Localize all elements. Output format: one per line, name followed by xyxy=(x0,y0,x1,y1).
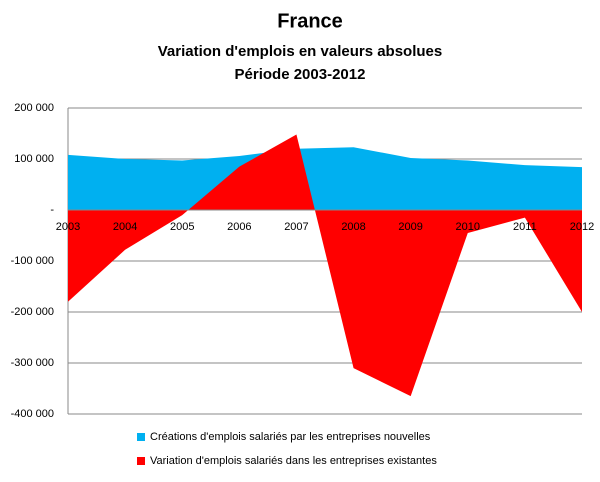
x-tick-label: 2003 xyxy=(56,221,80,233)
y-tick-label: -400 000 xyxy=(11,408,54,420)
legend-label: Créations d'emplois salariés par les ent… xyxy=(150,431,431,443)
x-tick-label: 2004 xyxy=(113,221,137,233)
chart-title: France xyxy=(277,10,343,32)
y-tick-label: -300 000 xyxy=(11,357,54,369)
x-tick-label: 2009 xyxy=(398,221,422,233)
y-tick-label: -200 000 xyxy=(11,306,54,318)
legend-label: Variation d'emplois salariés dans les en… xyxy=(150,455,437,467)
x-tick-label: 2012 xyxy=(570,221,594,233)
y-tick-label: 200 000 xyxy=(14,102,54,114)
x-tick-label: 2011 xyxy=(513,221,537,233)
legend-swatch xyxy=(137,457,145,465)
x-tick-label: 2007 xyxy=(284,221,308,233)
chart-subtitle: Variation d'emplois en valeurs absolues xyxy=(158,43,443,60)
x-tick-label: 2010 xyxy=(456,221,480,233)
y-tick-label: -100 000 xyxy=(11,255,54,267)
chart-subtitle: Période 2003-2012 xyxy=(235,66,366,83)
x-tick-label: 2008 xyxy=(341,221,365,233)
legend-swatch xyxy=(137,433,145,441)
area xyxy=(68,147,582,210)
x-tick-label: 2006 xyxy=(227,221,251,233)
y-tick-label: - xyxy=(50,204,54,216)
x-tick-label: 2005 xyxy=(170,221,194,233)
y-tick-label: 100 000 xyxy=(14,153,54,165)
